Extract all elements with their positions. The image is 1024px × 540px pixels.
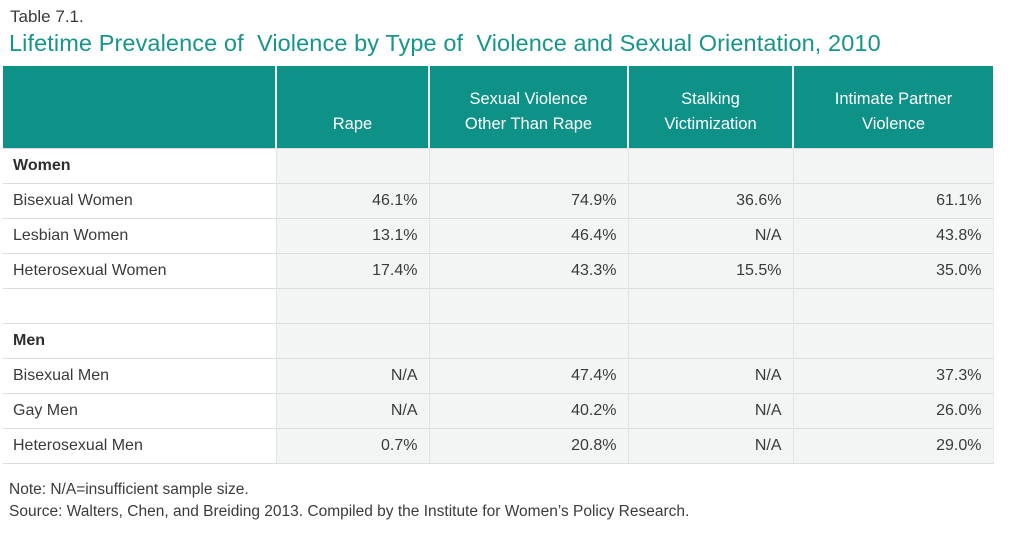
value-cell bbox=[428, 287, 628, 323]
value-cell bbox=[428, 322, 628, 358]
column-header-sexual-violence: Sexual Violence Other Than Rape bbox=[428, 66, 628, 148]
value-cell: 43.8% bbox=[792, 217, 994, 253]
table-number: Table 7.1. bbox=[10, 7, 84, 26]
value-cell: 17.4% bbox=[275, 252, 429, 288]
value-cell bbox=[275, 147, 429, 183]
column-header-stalking: Stalking Victimization bbox=[627, 66, 793, 148]
value-cell bbox=[792, 147, 994, 183]
column-header-rape: Rape bbox=[275, 66, 429, 148]
value-cell bbox=[275, 322, 429, 358]
table-row-spacer bbox=[3, 287, 994, 323]
value-cell: 46.1% bbox=[275, 182, 429, 218]
report-table-page: Table 7.1. Lifetime Prevalence of Violen… bbox=[3, 7, 1024, 523]
table-footnotes: Note: N/A=insufficient sample size. Sour… bbox=[9, 479, 1024, 523]
value-cell bbox=[792, 322, 994, 358]
table-row-heterosexual-women: Heterosexual Women 17.4% 43.3% 15.5% 35.… bbox=[3, 252, 994, 288]
source-line: Source: Walters, Chen, and Breiding 2013… bbox=[9, 502, 690, 520]
table-row-bisexual-men: Bisexual Men N/A 47.4% N/A 37.3% bbox=[3, 357, 994, 393]
column-header-intimate-partner: Intimate Partner Violence bbox=[792, 66, 993, 148]
value-cell: N/A bbox=[275, 357, 429, 393]
value-cell bbox=[627, 322, 793, 358]
table-row-men-section: Men bbox=[3, 322, 994, 358]
row-label: Gay Men bbox=[3, 392, 276, 428]
value-cell bbox=[627, 147, 793, 183]
table-row-heterosexual-men: Heterosexual Men 0.7% 20.8% N/A 29.0% bbox=[3, 427, 994, 464]
value-cell: 61.1% bbox=[792, 182, 994, 218]
row-label bbox=[3, 287, 276, 323]
value-cell bbox=[627, 287, 793, 323]
table-row-bisexual-women: Bisexual Women 46.1% 74.9% 36.6% 61.1% bbox=[3, 182, 994, 218]
value-cell: N/A bbox=[627, 357, 793, 393]
value-cell: 13.1% bbox=[275, 217, 429, 253]
row-label: Heterosexual Men bbox=[3, 427, 276, 464]
table-row-gay-men: Gay Men N/A 40.2% N/A 26.0% bbox=[3, 392, 994, 428]
value-cell: 47.4% bbox=[428, 357, 628, 393]
value-cell: 74.9% bbox=[428, 182, 628, 218]
row-label: Women bbox=[3, 147, 276, 183]
note-line: Note: N/A=insufficient sample size. bbox=[9, 480, 249, 498]
value-cell: 46.4% bbox=[428, 217, 628, 253]
prevalence-table: Rape Sexual Violence Other Than Rape Sta… bbox=[3, 66, 994, 464]
row-label: Men bbox=[3, 322, 276, 358]
value-cell: 26.0% bbox=[792, 392, 994, 428]
value-cell: 43.3% bbox=[428, 252, 628, 288]
column-header-empty bbox=[3, 66, 276, 148]
value-cell: N/A bbox=[627, 217, 793, 253]
value-cell: N/A bbox=[627, 427, 793, 464]
value-cell: 40.2% bbox=[428, 392, 628, 428]
value-cell bbox=[428, 147, 628, 183]
value-cell: 0.7% bbox=[275, 427, 429, 464]
value-cell: N/A bbox=[627, 392, 793, 428]
value-cell: 15.5% bbox=[627, 252, 793, 288]
header-row: Rape Sexual Violence Other Than Rape Sta… bbox=[3, 66, 993, 148]
table-row-women-section: Women bbox=[3, 147, 994, 183]
row-label: Bisexual Men bbox=[3, 357, 276, 393]
value-cell: 37.3% bbox=[792, 357, 994, 393]
value-cell bbox=[275, 287, 429, 323]
row-label: Heterosexual Women bbox=[3, 252, 276, 288]
row-label: Bisexual Women bbox=[3, 182, 276, 218]
value-cell bbox=[792, 287, 994, 323]
value-cell: 36.6% bbox=[627, 182, 793, 218]
row-label: Lesbian Women bbox=[3, 217, 276, 253]
value-cell: N/A bbox=[275, 392, 429, 428]
value-cell: 29.0% bbox=[792, 427, 994, 464]
value-cell: 20.8% bbox=[428, 427, 628, 464]
table-row-lesbian-women: Lesbian Women 13.1% 46.4% N/A 43.8% bbox=[3, 217, 994, 253]
table-title: Lifetime Prevalence of Violence by Type … bbox=[9, 30, 881, 56]
value-cell: 35.0% bbox=[792, 252, 994, 288]
